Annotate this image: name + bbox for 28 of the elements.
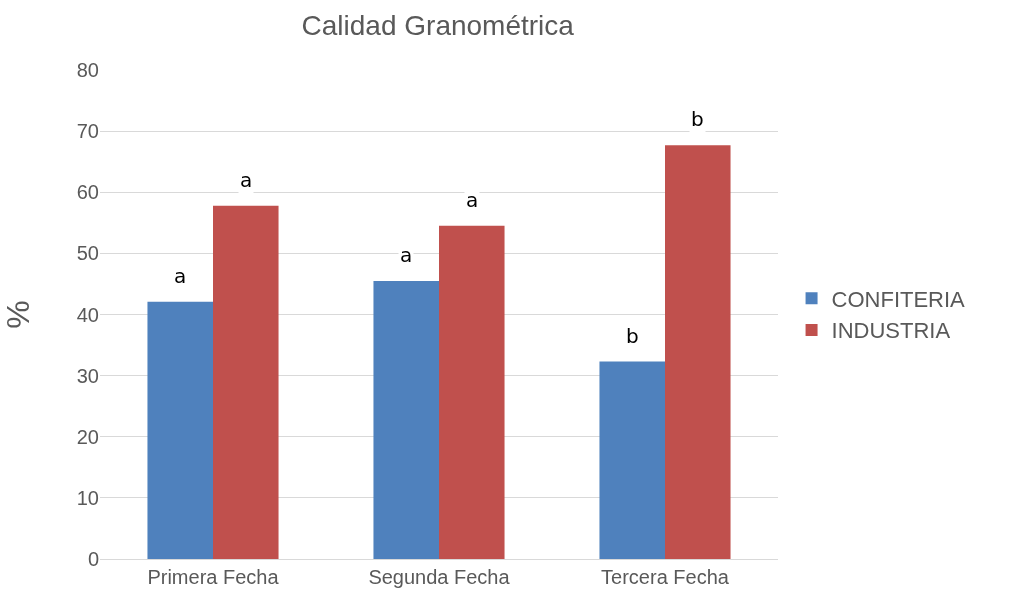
annotation: b <box>691 107 704 131</box>
y-tick-label: 80 <box>76 59 99 81</box>
y-tick-label: 60 <box>76 181 99 204</box>
x-tick-label: Tercera Fecha <box>601 566 730 588</box>
y-tick-label: 40 <box>76 303 99 326</box>
annotation: a <box>466 188 479 212</box>
annotation: a <box>240 168 253 192</box>
chart-title: Calidad Granométrica <box>301 9 575 41</box>
y-tick-label: 0 <box>87 548 99 570</box>
annotation: a <box>400 243 413 267</box>
bar <box>147 301 213 559</box>
y-axis-title: % <box>0 300 36 329</box>
x-tick-label: Primera Fecha <box>147 566 280 588</box>
bar <box>213 205 279 559</box>
y-tick-label: 70 <box>76 120 99 143</box>
x-tick-label: Segunda Fecha <box>368 566 511 588</box>
y-tick-label: 10 <box>76 486 99 509</box>
legend-label: CONFITERIA <box>831 286 966 312</box>
legend-label: INDUSTRIA <box>831 318 951 344</box>
annotation: b <box>626 324 639 348</box>
bar <box>439 225 505 559</box>
y-tick-label: 50 <box>76 242 99 265</box>
y-tick-label: 30 <box>76 364 99 387</box>
y-tick-label: 20 <box>76 425 99 448</box>
bar <box>599 361 665 559</box>
annotation: a <box>174 264 187 288</box>
bar <box>665 145 731 559</box>
bar <box>373 280 439 559</box>
